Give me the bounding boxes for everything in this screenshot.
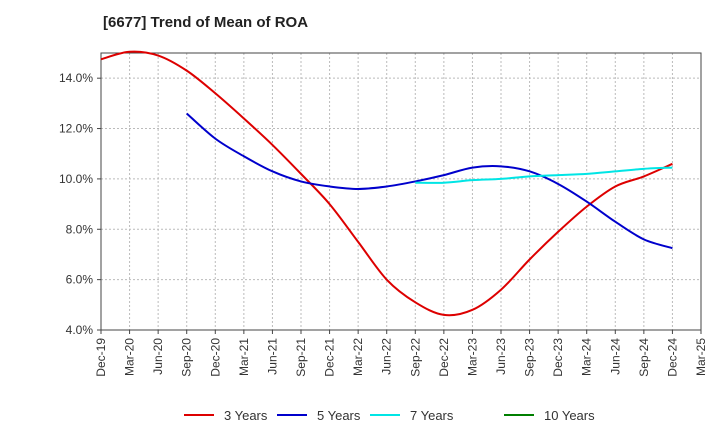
x-tick-label: Dec-19 <box>94 338 108 377</box>
legend-label-7-years: 7 Years <box>410 408 454 423</box>
x-tick-label: Sep-23 <box>523 338 537 377</box>
y-tick-label: 10.0% <box>59 172 93 186</box>
x-tick-label: Mar-22 <box>351 338 365 376</box>
x-tick-label: Sep-21 <box>294 338 308 377</box>
x-tick-label: Dec-21 <box>323 338 337 377</box>
grid-lines <box>101 53 701 330</box>
series-lines <box>100 50 673 317</box>
x-axis-ticks: Dec-19 Mar-20 Jun-20 Sep-20 Dec-20 Mar-21 Jun-… <box>94 330 708 377</box>
x-tick-label: Mar-24 <box>580 338 594 376</box>
x-tick-label: Mar-23 <box>465 338 479 376</box>
legend-label-3-years: 3 Years <box>224 408 268 423</box>
legend-label-5-years: 5 Years <box>317 408 361 423</box>
x-tick-label: Dec-22 <box>437 338 451 377</box>
series-line-5-years <box>186 112 673 250</box>
x-tick-label: Mar-20 <box>123 338 137 376</box>
y-tick-label: 14.0% <box>59 71 93 85</box>
legend-label-10-years: 10 Years <box>544 408 595 423</box>
series-line-3-years <box>100 50 673 317</box>
x-tick-label: Jun-24 <box>608 338 622 375</box>
x-tick-label: Sep-20 <box>180 338 194 377</box>
y-tick-label: 8.0% <box>66 222 94 236</box>
y-tick-label: 6.0% <box>66 273 94 287</box>
plot-border <box>100 52 702 331</box>
x-tick-label: Sep-24 <box>637 338 651 377</box>
y-axis-ticks: 4.0% 6.0% 8.0% 10.0% 12.0% 14.0% <box>59 71 101 337</box>
series-line-7-years <box>415 166 673 184</box>
legend: 3 Years 5 Years 7 Years 10 Years <box>184 408 595 423</box>
x-tick-label: Dec-24 <box>665 338 679 377</box>
x-tick-label: Jun-20 <box>151 338 165 375</box>
y-tick-label: 4.0% <box>66 323 94 337</box>
x-tick-label: Dec-20 <box>208 338 222 377</box>
x-tick-label: Jun-22 <box>380 338 394 375</box>
x-tick-label: Mar-25 <box>694 338 708 376</box>
chart-title: [6677] Trend of Mean of ROA <box>103 14 309 31</box>
x-tick-label: Mar-21 <box>237 338 251 376</box>
y-tick-label: 12.0% <box>59 122 93 136</box>
plot-area <box>101 53 701 330</box>
x-tick-label: Dec-23 <box>551 338 565 377</box>
x-tick-label: Sep-22 <box>408 338 422 377</box>
x-tick-label: Jun-21 <box>265 338 279 375</box>
x-tick-label: Jun-23 <box>494 338 508 375</box>
